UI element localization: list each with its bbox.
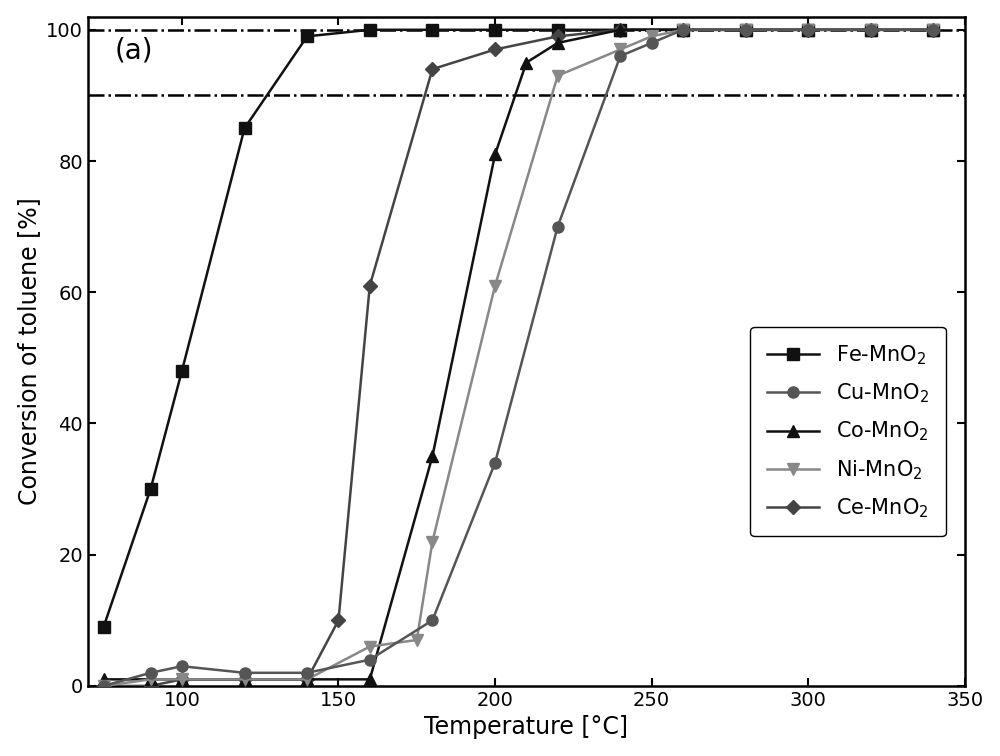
Fe-MnO$_2$	[677, 25, 689, 34]
Ni-MnO$_2$	[145, 675, 157, 684]
Fe-MnO$_2$	[802, 25, 814, 34]
Line: Ce-MnO$_2$: Ce-MnO$_2$	[99, 25, 938, 691]
Fe-MnO$_2$	[98, 622, 110, 631]
Co-MnO$_2$	[176, 675, 188, 684]
Ce-MnO$_2$	[614, 25, 626, 34]
Cu-MnO$_2$	[865, 25, 877, 34]
Cu-MnO$_2$	[614, 51, 626, 60]
Ce-MnO$_2$	[552, 32, 564, 41]
Ce-MnO$_2$	[145, 681, 157, 690]
Cu-MnO$_2$	[802, 25, 814, 34]
Ce-MnO$_2$	[677, 25, 689, 34]
Fe-MnO$_2$	[426, 25, 438, 34]
Co-MnO$_2$	[802, 25, 814, 34]
Ni-MnO$_2$	[239, 675, 251, 684]
Ni-MnO$_2$	[411, 636, 423, 645]
Cu-MnO$_2$	[426, 616, 438, 625]
Ce-MnO$_2$	[802, 25, 814, 34]
Line: Ni-MnO$_2$: Ni-MnO$_2$	[97, 23, 940, 692]
Cu-MnO$_2$	[489, 458, 501, 467]
Line: Co-MnO$_2$: Co-MnO$_2$	[97, 23, 940, 686]
Ni-MnO$_2$	[301, 675, 313, 684]
Cu-MnO$_2$	[176, 662, 188, 671]
Ce-MnO$_2$	[301, 675, 313, 684]
Cu-MnO$_2$	[552, 222, 564, 231]
Ce-MnO$_2$	[176, 675, 188, 684]
Ce-MnO$_2$	[927, 25, 939, 34]
Fe-MnO$_2$	[614, 25, 626, 34]
Fe-MnO$_2$	[552, 25, 564, 34]
Text: (a): (a)	[114, 37, 153, 65]
Co-MnO$_2$	[239, 675, 251, 684]
Co-MnO$_2$	[426, 452, 438, 461]
Line: Fe-MnO$_2$: Fe-MnO$_2$	[98, 24, 939, 633]
Fe-MnO$_2$	[301, 32, 313, 41]
Ce-MnO$_2$	[426, 64, 438, 73]
Ni-MnO$_2$	[740, 25, 752, 34]
Co-MnO$_2$	[489, 150, 501, 159]
Ce-MnO$_2$	[865, 25, 877, 34]
Y-axis label: Conversion of toluene [%]: Conversion of toluene [%]	[17, 197, 41, 505]
Ni-MnO$_2$	[176, 675, 188, 684]
Co-MnO$_2$	[364, 675, 376, 684]
Co-MnO$_2$	[677, 25, 689, 34]
Ce-MnO$_2$	[489, 45, 501, 54]
Co-MnO$_2$	[740, 25, 752, 34]
Co-MnO$_2$	[927, 25, 939, 34]
Ni-MnO$_2$	[865, 25, 877, 34]
Ce-MnO$_2$	[332, 616, 344, 625]
Line: Cu-MnO$_2$: Cu-MnO$_2$	[98, 24, 939, 692]
Cu-MnO$_2$	[239, 668, 251, 677]
Ni-MnO$_2$	[927, 25, 939, 34]
Co-MnO$_2$	[865, 25, 877, 34]
Ni-MnO$_2$	[614, 45, 626, 54]
Cu-MnO$_2$	[646, 39, 658, 48]
Cu-MnO$_2$	[145, 668, 157, 677]
Legend: Fe-MnO$_2$, Cu-MnO$_2$, Co-MnO$_2$, Ni-MnO$_2$, Ce-MnO$_2$: Fe-MnO$_2$, Cu-MnO$_2$, Co-MnO$_2$, Ni-M…	[750, 327, 946, 537]
Cu-MnO$_2$	[927, 25, 939, 34]
Co-MnO$_2$	[614, 25, 626, 34]
Co-MnO$_2$	[520, 58, 532, 67]
Cu-MnO$_2$	[364, 655, 376, 665]
Ni-MnO$_2$	[802, 25, 814, 34]
Cu-MnO$_2$	[98, 681, 110, 690]
Co-MnO$_2$	[301, 675, 313, 684]
Ni-MnO$_2$	[677, 25, 689, 34]
Ni-MnO$_2$	[364, 642, 376, 651]
Fe-MnO$_2$	[489, 25, 501, 34]
Fe-MnO$_2$	[176, 367, 188, 376]
Ni-MnO$_2$	[646, 32, 658, 41]
X-axis label: Temperature [°C]: Temperature [°C]	[424, 715, 628, 739]
Co-MnO$_2$	[145, 675, 157, 684]
Ni-MnO$_2$	[489, 281, 501, 290]
Ce-MnO$_2$	[98, 681, 110, 690]
Ni-MnO$_2$	[552, 71, 564, 80]
Fe-MnO$_2$	[239, 124, 251, 133]
Co-MnO$_2$	[552, 39, 564, 48]
Co-MnO$_2$	[98, 675, 110, 684]
Fe-MnO$_2$	[865, 25, 877, 34]
Fe-MnO$_2$	[145, 485, 157, 494]
Ni-MnO$_2$	[98, 681, 110, 690]
Cu-MnO$_2$	[740, 25, 752, 34]
Cu-MnO$_2$	[677, 25, 689, 34]
Ce-MnO$_2$	[239, 675, 251, 684]
Fe-MnO$_2$	[927, 25, 939, 34]
Ce-MnO$_2$	[364, 281, 376, 290]
Fe-MnO$_2$	[364, 25, 376, 34]
Fe-MnO$_2$	[740, 25, 752, 34]
Cu-MnO$_2$	[301, 668, 313, 677]
Ce-MnO$_2$	[740, 25, 752, 34]
Ni-MnO$_2$	[426, 537, 438, 546]
